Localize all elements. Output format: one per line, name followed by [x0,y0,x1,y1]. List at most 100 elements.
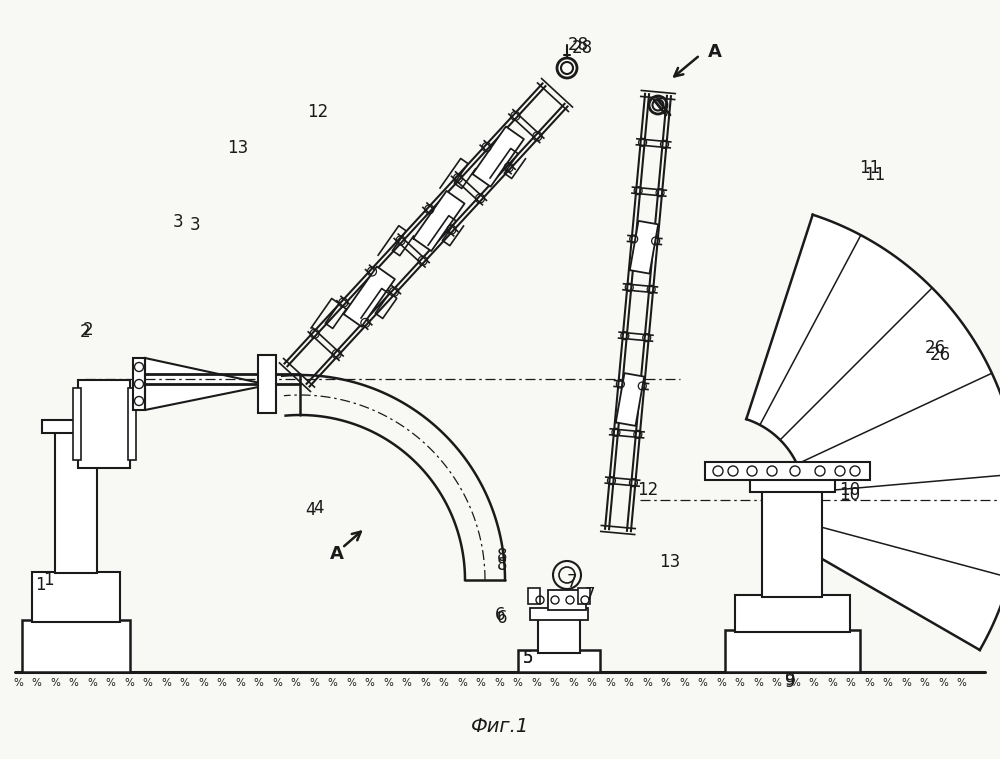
Text: 12: 12 [307,103,329,121]
Text: %: % [272,678,282,688]
Text: %: % [957,678,966,688]
Bar [538,618,580,653]
Polygon shape [473,127,524,187]
Text: %: % [938,678,948,688]
Text: 4: 4 [313,499,323,517]
Text: %: % [679,678,689,688]
Text: %: % [217,678,226,688]
Bar [705,462,870,480]
Text: %: % [624,678,633,688]
Polygon shape [344,266,395,326]
Bar [73,388,81,460]
Text: 10: 10 [839,486,861,504]
Text: %: % [772,678,781,688]
Text: %: % [753,678,763,688]
Polygon shape [746,215,1000,650]
Bar [32,572,120,622]
Text: %: % [587,678,596,688]
Text: %: % [402,678,411,688]
Text: 8: 8 [497,547,507,565]
Text: %: % [106,678,115,688]
Polygon shape [616,373,644,426]
Text: %: % [420,678,430,688]
Polygon shape [145,358,268,410]
Text: 2: 2 [80,323,90,341]
Text: A: A [330,545,344,563]
Text: %: % [864,678,874,688]
Bar [578,588,590,604]
Text: %: % [698,678,707,688]
Text: 26: 26 [929,346,951,364]
Text: %: % [50,678,60,688]
Text: A: A [708,43,722,61]
Bar [518,650,600,672]
Bar [55,430,97,573]
Text: %: % [198,678,208,688]
Text: %: % [809,678,818,688]
Bar [528,588,540,604]
Bar [22,620,130,672]
Text: %: % [901,678,911,688]
Text: %: % [254,678,263,688]
Text: %: % [346,678,356,688]
Text: %: % [920,678,929,688]
Bar [258,355,276,413]
Text: %: % [124,678,134,688]
Text: 1: 1 [35,576,46,594]
Text: 11: 11 [864,166,886,184]
Text: %: % [87,678,97,688]
Text: 3: 3 [173,213,183,231]
Text: 7: 7 [585,586,595,604]
Bar [548,590,586,610]
Text: 3: 3 [190,216,200,234]
Text: %: % [531,678,541,688]
Text: 7: 7 [567,573,577,591]
Text: 28: 28 [567,36,589,54]
Text: 4: 4 [305,501,315,519]
Text: %: % [365,678,374,688]
Bar [762,490,822,597]
Text: 13: 13 [659,553,681,571]
Text: 8: 8 [497,556,507,574]
Text: %: % [439,678,448,688]
Text: %: % [513,678,522,688]
Text: %: % [661,678,670,688]
Polygon shape [630,221,658,273]
Text: %: % [846,678,855,688]
Text: %: % [476,678,485,688]
Text: 13: 13 [227,139,249,157]
Bar [133,358,145,410]
Bar [78,380,130,468]
Text: %: % [883,678,892,688]
Text: 10: 10 [839,481,861,499]
Text: 6: 6 [495,606,505,624]
Text: %: % [180,678,189,688]
Text: 2: 2 [83,321,93,339]
Text: %: % [605,678,615,688]
Bar [750,476,835,492]
Bar [530,608,588,620]
Text: %: % [309,678,319,688]
Text: %: % [494,678,504,688]
Text: Фиг.1: Фиг.1 [471,716,529,735]
Text: %: % [550,678,559,688]
Bar [735,595,850,632]
Bar [42,420,110,433]
Text: 9: 9 [785,673,795,691]
Text: 5: 5 [523,649,533,667]
Text: %: % [790,678,800,688]
Text: 1: 1 [43,571,53,589]
Text: 5: 5 [523,649,533,667]
Text: %: % [568,678,578,688]
Text: %: % [13,678,23,688]
Text: %: % [827,678,837,688]
Text: %: % [735,678,744,688]
Bar [128,388,136,460]
Text: 12: 12 [637,481,659,499]
Text: %: % [457,678,467,688]
Text: 9: 9 [785,671,795,689]
Text: %: % [716,678,726,688]
Text: 6: 6 [497,609,507,627]
Text: %: % [328,678,337,688]
Text: %: % [291,678,300,688]
